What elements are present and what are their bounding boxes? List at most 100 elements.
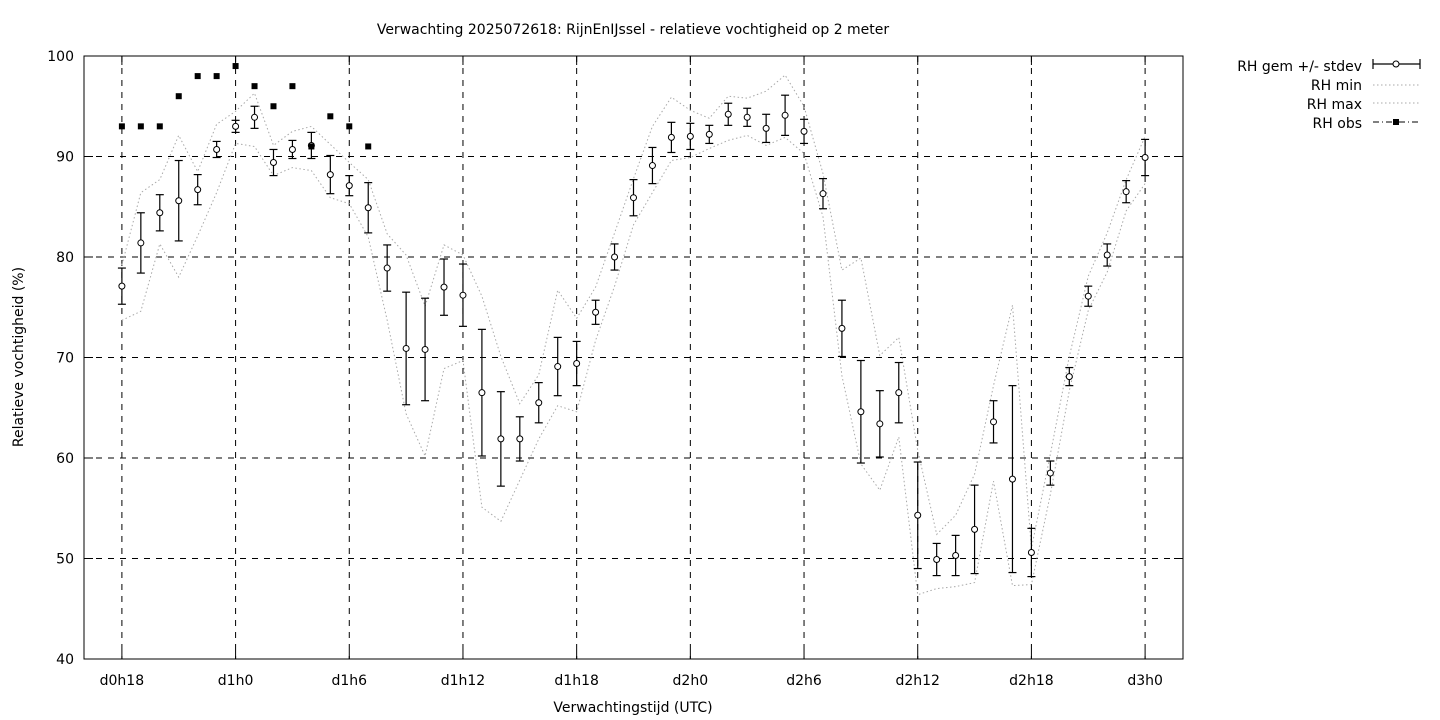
x-tick-label: d2h0 xyxy=(673,673,709,689)
mean-errorbar xyxy=(136,212,145,274)
observation-points xyxy=(118,63,372,150)
mean-errorbar xyxy=(364,182,373,234)
mean-errorbar xyxy=(174,159,183,242)
mean-errorbar xyxy=(477,328,486,457)
mean-errorbar xyxy=(155,194,164,232)
mean-point xyxy=(1084,292,1092,300)
mean-point xyxy=(1103,251,1111,259)
obs-point xyxy=(232,63,239,70)
obs-point xyxy=(213,73,220,80)
y-tick-label: 90 xyxy=(56,150,74,166)
obs-point xyxy=(308,143,315,150)
mean-errorbar xyxy=(932,542,941,577)
mean-errorbar xyxy=(913,461,922,570)
mean-errorbar xyxy=(724,102,733,126)
mean-point xyxy=(1122,188,1130,196)
obs-point xyxy=(118,123,125,130)
mean-point xyxy=(345,182,353,190)
y-tick-label: 40 xyxy=(56,652,74,668)
mean-errorbar xyxy=(705,124,714,145)
legend-label-obs: RH obs xyxy=(1313,116,1362,132)
mean-errorbar xyxy=(383,244,392,292)
legend-label-min: RH min xyxy=(1311,78,1362,94)
mean-point xyxy=(516,435,524,443)
mean-errorbar xyxy=(875,390,884,458)
mean-errorbar xyxy=(648,146,657,185)
mean-errorbar xyxy=(421,297,430,402)
mean-point xyxy=(118,282,126,290)
mean-point xyxy=(440,283,448,291)
mean-errorbar xyxy=(269,148,278,177)
mean-errorbar xyxy=(1065,366,1074,387)
mean-errorbar xyxy=(402,291,411,406)
mean-point xyxy=(1141,154,1149,162)
mean-point xyxy=(762,124,770,132)
x-tick-label: d2h12 xyxy=(895,673,939,689)
mean-point xyxy=(326,171,334,179)
x-tick-label: d1h0 xyxy=(218,673,254,689)
mean-point xyxy=(251,113,259,121)
mean-errorbar xyxy=(553,336,562,397)
x-tick-label: d2h18 xyxy=(1009,673,1053,689)
y-tick-label: 50 xyxy=(56,552,74,568)
mean-point xyxy=(1065,373,1073,381)
y-axis-ticks: 40 50 60 70 80 90 100 xyxy=(47,49,1183,668)
legend-label-mean: RH gem +/- stdev xyxy=(1237,59,1362,75)
mean-errorbar xyxy=(629,179,638,217)
mean-point xyxy=(459,291,467,299)
mean-errorbar xyxy=(515,416,524,462)
mean-point xyxy=(402,344,410,352)
obs-point xyxy=(346,123,353,130)
mean-point xyxy=(137,239,145,247)
min-max-band xyxy=(121,74,1146,596)
x-tick-label: d2h6 xyxy=(786,673,822,689)
rh-min-line xyxy=(121,134,1146,596)
mean-point xyxy=(1046,469,1054,477)
mean-errorbar xyxy=(1084,285,1093,307)
mean-point xyxy=(156,209,164,217)
x-axis-label: Verwachtingstijd (UTC) xyxy=(553,700,712,716)
mean-errorbar xyxy=(1141,138,1150,177)
y-tick-label: 80 xyxy=(56,250,74,266)
y-axis-label: Relatieve vochtigheid (%) xyxy=(11,267,27,447)
mean-errorbar xyxy=(989,400,998,444)
mean-point xyxy=(383,264,391,272)
mean-errorbar xyxy=(440,258,449,316)
y-tick-label: 70 xyxy=(56,351,74,367)
mean-errorbar xyxy=(800,118,809,145)
mean-point xyxy=(990,418,998,426)
mean-errorbar xyxy=(894,361,903,424)
mean-errorbar xyxy=(250,105,259,129)
mean-point xyxy=(876,420,884,428)
mean-point xyxy=(630,194,637,202)
mean-point xyxy=(175,197,183,205)
mean-errorbar xyxy=(818,178,827,210)
mean-errorbar xyxy=(458,263,467,327)
mean-point xyxy=(288,145,296,153)
mean-point xyxy=(933,556,941,564)
legend-symbol-mean xyxy=(1372,59,1421,69)
mean-point xyxy=(743,113,751,121)
obs-point xyxy=(175,93,182,100)
mean-point xyxy=(914,511,922,519)
mean-errorbar xyxy=(1027,527,1036,578)
obs-point xyxy=(137,123,144,130)
legend-symbol-obs xyxy=(1373,119,1420,125)
mean-errorbar xyxy=(1103,243,1112,267)
mean-point xyxy=(838,324,846,332)
y-tick-label: 60 xyxy=(56,451,74,467)
mean-point xyxy=(497,435,505,443)
mean-point xyxy=(232,122,240,130)
mean-point xyxy=(611,253,619,261)
mean-point xyxy=(648,162,656,170)
mean-point xyxy=(724,110,732,118)
mean-errorbar xyxy=(288,139,297,160)
mean-point xyxy=(971,525,979,533)
mean-errorbar xyxy=(837,299,846,358)
mean-point xyxy=(213,145,221,153)
mean-errorbar xyxy=(345,174,354,197)
mean-point xyxy=(535,399,543,407)
mean-point xyxy=(667,133,675,141)
mean-point xyxy=(364,204,372,212)
mean-point xyxy=(1027,548,1035,556)
